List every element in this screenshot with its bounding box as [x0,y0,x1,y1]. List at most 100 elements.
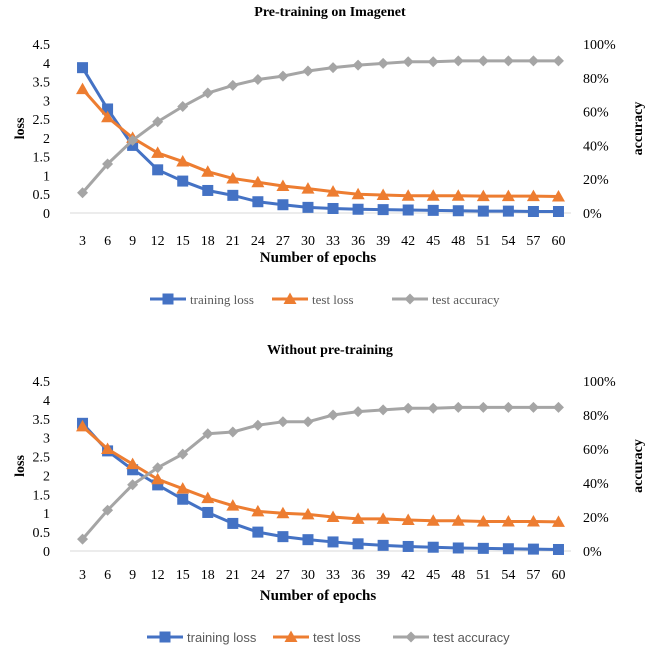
data-point [477,205,489,217]
x-tick-label: 18 [201,568,215,583]
data-point [102,103,114,115]
legend-marker [284,630,298,642]
legend-label: test accuracy [433,630,510,645]
series-test-loss [76,419,565,527]
data-point [276,506,290,519]
data-point [402,402,414,414]
y-right-tick-label: 0% [583,545,602,560]
legend-marker [162,293,174,305]
x-tick-label: 51 [476,234,490,249]
data-point [227,79,239,91]
data-point [352,59,364,71]
legend: training loss test loss test accuracy [150,292,500,307]
x-tick-label: 60 [551,234,565,249]
data-point [327,62,339,74]
data-point [302,534,314,546]
data-point [352,538,364,550]
data-point [502,55,514,67]
series-line [81,425,559,524]
y-tick-label: 4 [43,394,50,409]
y-tick-label: 0 [43,545,50,560]
data-point [402,204,414,216]
data-point [151,146,165,158]
x-tick-label: 45 [426,234,440,249]
data-point [376,512,390,524]
y-right-axis-label: accuracy [631,102,646,156]
data-point [326,185,340,197]
legend: training loss test loss test accuracy [147,630,510,645]
data-point [476,515,490,527]
x-axis-label: Number of epochs [260,250,377,266]
data-point [502,205,514,217]
y-right-tick-label: 40% [583,477,609,492]
y-tick-label: 1.5 [33,151,51,166]
y-right-tick-label: 0% [583,207,602,222]
y-right-tick-label: 100% [583,375,616,390]
x-tick-label: 33 [326,234,340,249]
data-point [302,201,314,213]
x-tick-label: 6 [104,568,111,583]
x-tick-label: 48 [451,568,465,583]
data-point [252,73,264,85]
data-point [377,404,389,416]
x-tick-label: 39 [376,234,390,249]
data-point [177,175,189,187]
data-point [277,70,289,82]
y-tick-label: 3 [43,94,50,109]
x-tick-label: 36 [351,234,365,249]
data-point [226,499,240,511]
legend-label: training loss [190,292,254,307]
x-tick-label: 12 [151,568,165,583]
data-point [227,517,239,529]
legend-marker [159,631,171,643]
x-tick-label: 27 [276,568,290,583]
x-tick-label: 9 [129,568,136,583]
data-point [452,55,464,67]
x-tick-label: 18 [201,234,215,249]
data-point [101,110,115,123]
data-point [251,504,265,517]
series-test-accuracy [77,55,564,199]
x-tick-label: 15 [176,234,190,249]
data-point [252,526,264,538]
data-point [477,55,489,67]
x-tick-label: 48 [451,234,465,249]
data-point [527,401,539,413]
legend-item: test loss [273,630,361,645]
data-point [551,515,565,527]
data-point [252,419,264,431]
y-tick-label: 0.5 [33,188,51,203]
legend-label: test loss [312,292,354,307]
data-point [176,482,190,494]
legend-marker [405,631,417,643]
y-right-axis-label: accuracy [631,439,646,493]
legend-marker [404,293,416,305]
data-point [202,87,214,99]
y-tick-label: 2 [43,132,50,147]
data-point [352,203,364,215]
y-right-tick-label: 80% [583,72,609,87]
legend-marker [283,292,297,304]
data-point [152,164,164,176]
data-point [202,428,214,440]
x-tick-label: 6 [104,234,111,249]
data-point [377,204,389,216]
y-tick-label: 4.5 [33,375,51,390]
y-tick-label: 2.5 [33,113,51,128]
x-tick-label: 30 [301,568,315,583]
chart-title: Without pre-training [267,343,393,358]
chart-pretraining: Pre-training on Imagenet 0 0.5 1 1.5 2 2.5 3 3.5… [13,5,646,307]
data-point [327,409,339,421]
x-tick-label: 36 [351,568,365,583]
data-point [102,504,114,516]
x-tick-label: 27 [276,234,290,249]
data-point [351,187,365,200]
data-point [527,543,539,555]
data-point [401,189,415,201]
legend-item: test accuracy [392,292,500,307]
data-point [302,65,314,77]
data-point [451,514,465,526]
data-point [427,541,439,553]
data-point [452,542,464,554]
x-tick-label: 42 [401,234,415,249]
